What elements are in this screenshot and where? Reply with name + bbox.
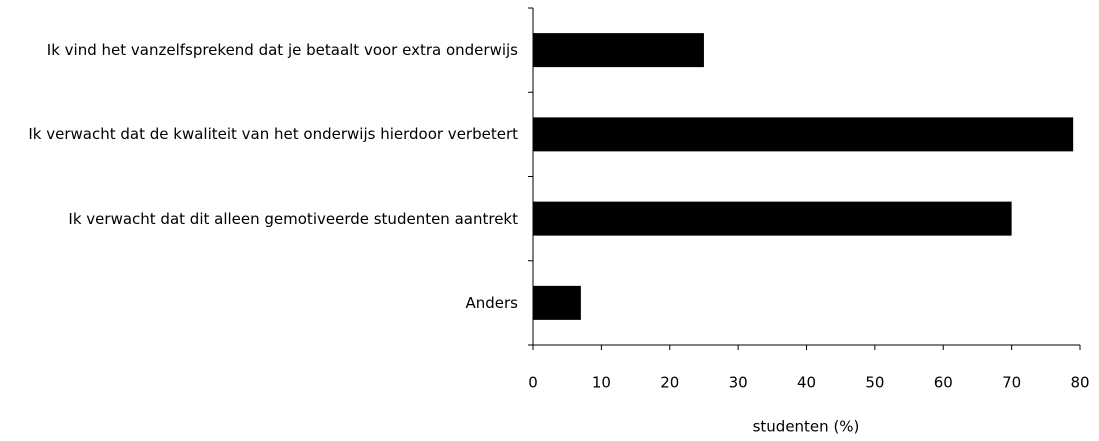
- x-tick-label: 50: [865, 374, 884, 392]
- bar: [533, 285, 581, 320]
- bar: [533, 201, 1012, 236]
- category-label-row: Ik vind het vanzelfsprekend dat je betaa…: [18, 8, 518, 92]
- bar: [533, 117, 1074, 152]
- category-label-row: Ik verwacht dat dit alleen gemotiveerde …: [18, 177, 518, 261]
- category-label-box: Anders: [18, 261, 519, 345]
- category-label: Anders: [465, 293, 519, 312]
- x-tick-label: 30: [729, 374, 748, 392]
- category-label-row: Ik verwacht dat de kwaliteit van het ond…: [18, 92, 518, 176]
- category-label-row: Anders: [18, 261, 519, 345]
- x-tick-label: 20: [660, 374, 679, 392]
- category-label: Ik verwacht dat dit alleen gemotiveerde …: [68, 209, 518, 228]
- x-tick-label: 80: [1070, 374, 1089, 392]
- x-tick-label: 70: [1002, 374, 1021, 392]
- x-tick-label: 60: [934, 374, 953, 392]
- x-tick-label: 40: [797, 374, 816, 392]
- category-label-box: Ik verwacht dat de kwaliteit van het ond…: [18, 92, 518, 176]
- bar: [533, 33, 704, 68]
- x-tick-label: 10: [592, 374, 611, 392]
- category-label-box: Ik vind het vanzelfsprekend dat je betaa…: [18, 8, 518, 92]
- category-label: Ik verwacht dat de kwaliteit van het ond…: [28, 125, 518, 144]
- category-label: Ik vind het vanzelfsprekend dat je betaa…: [46, 41, 518, 59]
- category-label-box: Ik verwacht dat dit alleen gemotiveerde …: [18, 177, 518, 261]
- x-tick-label: 0: [528, 374, 538, 392]
- x-axis-label: studenten (%): [753, 418, 860, 436]
